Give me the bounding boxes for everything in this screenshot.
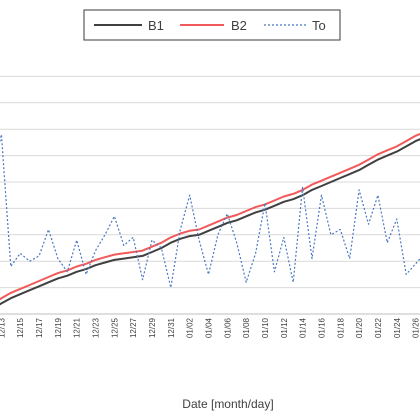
legend: B1 B2 To (83, 9, 341, 41)
x-tick-label: 01/24 (393, 317, 402, 338)
series-line-b1 (0, 138, 420, 306)
legend-label-to: To (312, 18, 326, 33)
x-tick-label: 01/26 (412, 317, 420, 338)
x-tick-label: 12/15 (16, 317, 25, 338)
grid (0, 75, 420, 315)
x-tick-label: 12/25 (110, 317, 119, 338)
x-tick-label: 01/04 (205, 317, 214, 338)
x-tick-label: 01/14 (299, 317, 308, 338)
x-tick-label: 01/20 (355, 317, 364, 338)
legend-label-b2: B2 (231, 18, 247, 33)
x-tick-label: 12/29 (148, 317, 157, 338)
x-tick-label: 12/31 (167, 317, 176, 338)
x-tick-label: 01/12 (280, 317, 289, 338)
x-axis-title: Date [month/day] (182, 397, 273, 411)
x-axis-ticks: 12/13 12/15 12/17 12/19 12/21 12/23 12/25 12/27… (0, 317, 420, 338)
series-line-to (0, 133, 420, 289)
x-tick-label: 12/27 (129, 317, 138, 338)
x-tick-label: 01/06 (223, 317, 232, 338)
legend-label-b1: B1 (148, 18, 164, 33)
series-lines (0, 132, 420, 306)
x-tick-label: 01/08 (242, 317, 251, 338)
x-tick-label: 12/13 (0, 317, 6, 338)
x-tick-label: 12/17 (35, 317, 44, 338)
x-tick-label: 12/23 (92, 317, 101, 338)
x-tick-label: 01/16 (317, 317, 326, 338)
series-line-b2 (0, 132, 420, 301)
x-tick-label: 01/18 (336, 317, 345, 338)
x-tick-label: 01/02 (186, 317, 195, 338)
x-tick-label: 01/10 (261, 317, 270, 338)
x-tick-label: 01/22 (374, 317, 383, 338)
x-tick-label: 12/19 (54, 317, 63, 338)
x-tick-label: 12/21 (73, 317, 82, 338)
